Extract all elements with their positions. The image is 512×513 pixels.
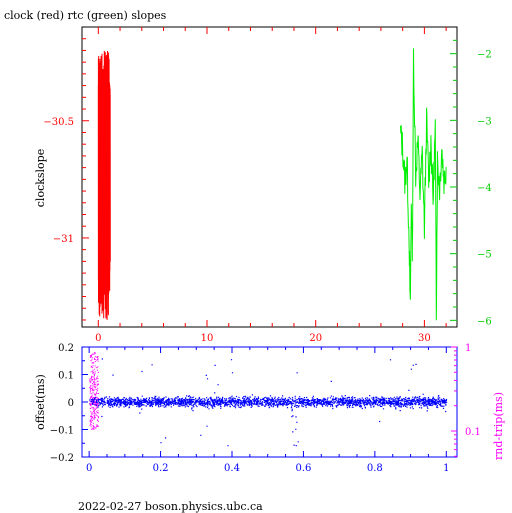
top-left-y-axis: −31 −30.5 [43,38,89,321]
top-right-y-tick-label: −5 [477,250,492,261]
bottom-y-axis-label: offset(ms) [34,374,47,430]
bottom-points-group [89,352,448,447]
bottom-y-tick-label: −0.2 [50,453,74,464]
bottom-right-y-tick-label: 0.1 [465,427,481,438]
series-line-rtc [400,48,447,321]
bottom-x-tick-label: 1 [443,463,449,474]
top-left-y-tick-label: −30.5 [43,117,74,128]
bottom-left-y-axis: −0.2 −0.1 0 0.1 0.2 [50,343,88,464]
series-line-clock [97,50,111,320]
series-points-rnd-trip [89,352,99,430]
top-x-axis: 0 10 20 30 [95,27,447,344]
bottom-x-tick-label: 0.6 [295,463,311,474]
series-points-offset [89,358,448,447]
top-x-tick-label: 30 [418,333,431,344]
top-x-tick-label: 20 [309,333,322,344]
bottom-right-y-axis: 0.11 [451,343,481,457]
top-right-y-axis: −6 −5 −4 −3 −2 [450,39,492,327]
top-chart: clockslope 0 10 20 30 −31 −30.5 −6 −5 −4 −3 −2 [34,26,492,344]
chart-title: clock (red) rtc (green) slopes [4,9,167,22]
footer-text: 2022-02-27 boson.physics.ubc.ca [78,500,263,513]
top-right-y-tick-label: −3 [477,116,492,127]
bottom-right-y-tick-label: 1 [465,343,471,354]
top-y-axis-label: clockslope [34,149,47,207]
top-right-y-tick-label: −6 [477,316,492,327]
top-left-y-tick-label: −31 [53,234,74,245]
bottom-x-tick-label: 0.8 [367,463,383,474]
bottom-chart: offset(ms) rnd-trip(ms) 0 0.2 0.4 0.6 0.8 1 −… [34,343,505,474]
bottom-y-tick-label: 0.2 [58,343,74,354]
bottom-y-tick-label: 0 [68,398,74,409]
bottom-right-y-axis-label: rnd-trip(ms) [492,392,505,460]
top-x-tick-label: 10 [201,333,214,344]
bottom-y-tick-label: 0.1 [58,371,74,382]
top-x-tick-label: 0 [95,333,101,344]
top-right-y-tick-label: −2 [477,50,492,61]
bottom-x-tick-label: 0.4 [224,463,240,474]
bottom-x-tick-label: 0 [86,463,92,474]
bottom-y-tick-label: −0.1 [50,426,74,437]
bottom-x-axis: 0 0.2 0.4 0.6 0.8 1 [86,347,449,474]
top-chart-frame [81,26,458,328]
top-series-group [97,48,447,321]
bottom-x-tick-label: 0.2 [153,463,169,474]
top-right-y-tick-label: −4 [477,183,492,194]
